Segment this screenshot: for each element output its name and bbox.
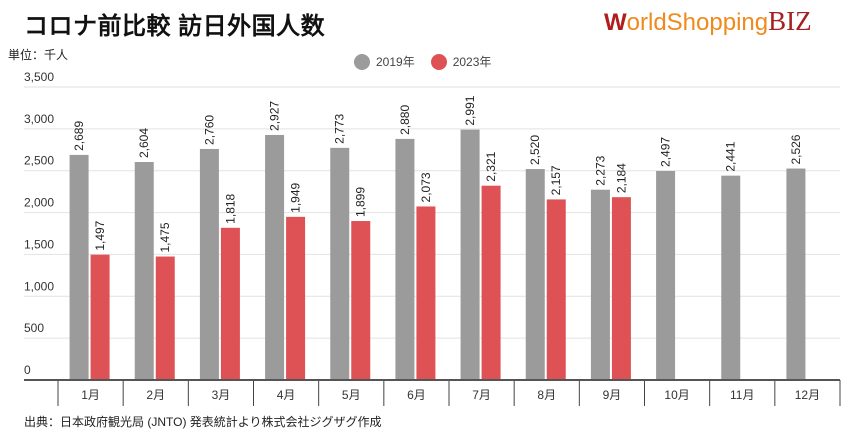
- data-label: 2,520: [528, 135, 542, 165]
- x-tick-label: 5月: [342, 388, 361, 402]
- bar-2019: [69, 154, 89, 380]
- data-label: 1,497: [93, 220, 107, 250]
- data-label: 2,880: [398, 105, 412, 135]
- y-tick-label: 2,500: [24, 154, 54, 168]
- legend: 2019年 2023年: [354, 53, 491, 70]
- y-tick-label: 500: [24, 321, 44, 335]
- y-tick-label: 1,500: [24, 237, 54, 251]
- bar-2019: [721, 175, 741, 380]
- data-label: 1,899: [354, 187, 368, 217]
- bar-2019: [395, 138, 415, 380]
- worldshopping-biz-logo: WorldShoppingBIZ: [604, 6, 812, 36]
- bar-2023: [351, 221, 371, 380]
- data-label: 2,157: [549, 165, 563, 195]
- bar-2019: [590, 189, 610, 380]
- bar-2019: [525, 169, 545, 380]
- data-label: 2,497: [659, 137, 673, 167]
- legend-label-2023: 2023年: [452, 55, 492, 69]
- bar-2019: [786, 168, 806, 380]
- bar-2023: [481, 185, 501, 380]
- legend-label-2019: 2019年: [376, 55, 415, 69]
- bar-2023: [90, 254, 110, 380]
- legend-swatch-2019: [354, 53, 370, 70]
- bar-2019: [460, 129, 480, 380]
- unit-label: 単位：千人: [8, 48, 69, 62]
- x-tick-label: 11月: [730, 388, 754, 402]
- data-label: 2,927: [268, 101, 282, 131]
- data-label: 2,184: [614, 163, 628, 193]
- data-label: 2,441: [724, 141, 738, 171]
- x-tick-label: 9月: [603, 388, 622, 402]
- y-tick-label: 3,500: [24, 70, 54, 84]
- legend-swatch-2023: [430, 53, 447, 70]
- x-tick-label: 8月: [537, 388, 556, 402]
- x-tick-label: 10月: [664, 388, 689, 402]
- bar-2019: [265, 134, 285, 380]
- bar-2023: [155, 256, 175, 380]
- x-tick-label: 7月: [472, 388, 491, 402]
- data-label: 2,073: [419, 172, 433, 202]
- bar-2023: [546, 199, 566, 380]
- bar-2023: [416, 206, 436, 380]
- x-tick-label: 3月: [212, 388, 231, 402]
- data-label: 2,604: [137, 128, 151, 158]
- x-tick-label: 6月: [407, 388, 426, 402]
- data-label: 2,773: [333, 114, 347, 144]
- x-tick-label: 4月: [277, 388, 296, 402]
- x-tick-label: 12月: [795, 388, 820, 402]
- chart-title: コロナ前比較 訪日外国人数: [24, 13, 326, 40]
- y-tick-label: 2,000: [24, 196, 54, 210]
- data-label: 1,949: [289, 182, 303, 212]
- bar-2019: [656, 170, 676, 380]
- bar-2023: [220, 227, 240, 380]
- source-note: 出典：日本政府観光局 (JNTO) 発表統計より株式会社ジグザグ作成: [24, 415, 382, 429]
- data-label: 1,818: [223, 193, 237, 223]
- bar-2023: [286, 216, 306, 380]
- data-label: 1,475: [158, 222, 172, 252]
- y-tick-label: 0: [24, 363, 31, 377]
- data-label: 2,689: [72, 121, 86, 151]
- bar-2023: [611, 197, 631, 380]
- bar-2019: [134, 162, 154, 380]
- data-label: 2,273: [593, 155, 607, 185]
- bar-2019: [199, 148, 219, 380]
- data-label: 2,760: [202, 115, 216, 145]
- data-label: 2,526: [789, 134, 803, 164]
- x-tick-label: 2月: [146, 388, 165, 402]
- y-tick-label: 1,000: [24, 279, 54, 293]
- y-tick-label: 3,000: [24, 112, 54, 126]
- data-label: 2,991: [463, 95, 477, 125]
- data-label: 2,321: [484, 151, 498, 181]
- bar-2019: [330, 147, 350, 380]
- x-tick-label: 1月: [81, 388, 100, 402]
